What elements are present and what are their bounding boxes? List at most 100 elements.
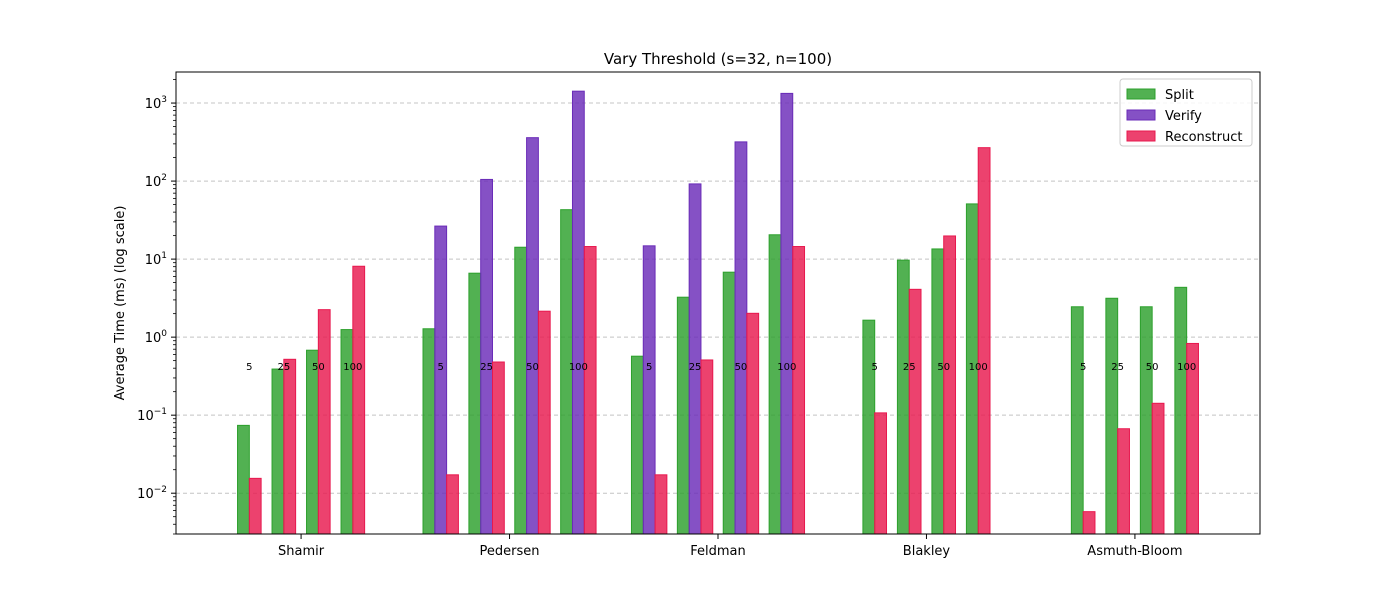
threshold-label: 100 [969,362,988,373]
threshold-label: 5 [646,362,652,373]
legend: Split Verify Reconstruct [1119,78,1253,147]
threshold-label: 25 [277,362,290,373]
bar-split-feldman-100 [768,234,782,535]
bar-reconstruct-pedersen-50 [537,310,551,535]
threshold-label: 25 [480,362,493,373]
bar-split-pedersen-50 [514,246,528,535]
bar-split-feldman-5 [630,355,644,535]
x-category-label: Blakley [903,544,951,559]
bar-split-shamir-100 [340,329,354,535]
y-tick-label: 100 [145,329,168,346]
bar-split-asmuth-bloom-100 [1174,286,1188,535]
legend-label-split: Split [1165,88,1194,103]
y-tick-label-exponent: 2 [161,173,167,183]
bar-verify-feldman-25 [688,183,702,535]
y-tick-label: 101 [145,251,167,268]
bar-split-asmuth-bloom-5 [1070,306,1084,535]
y-tick-label-exponent: 3 [161,95,167,105]
bar-reconstruct-asmuth-bloom-25 [1117,428,1130,535]
y-tick-label-exponent: −1 [154,407,167,417]
bar-split-blakley-25 [896,259,910,535]
threshold-label: 100 [1177,362,1196,373]
bar-verify-pedersen-50 [526,137,539,535]
threshold-label: 50 [937,362,950,373]
bar-reconstruct-shamir-25 [283,358,297,535]
bar-verify-pedersen-25 [480,178,494,535]
y-tick-label-base: 10 [145,331,162,346]
threshold-label: 100 [777,362,796,373]
y-tick-label-exponent: 1 [161,251,167,261]
threshold-label: 100 [569,362,588,373]
legend-swatch-verify [1126,109,1156,121]
threshold-label: 50 [312,362,325,373]
bar-reconstruct-feldman-100 [792,246,806,535]
bar-reconstruct-asmuth-bloom-5 [1082,511,1096,535]
x-category-label: Pedersen [480,544,540,559]
bar-split-feldman-25 [676,296,690,535]
legend-swatch-split [1126,88,1156,100]
x-category-label: Shamir [278,544,325,559]
bars-layer [237,90,1199,535]
bar-reconstruct-blakley-100 [977,147,991,535]
chart-title: Vary Threshold (s=32, n=100) [604,50,832,68]
bar-reconstruct-blakley-25 [908,288,922,535]
threshold-label: 50 [1146,362,1159,373]
bar-reconstruct-shamir-50 [317,309,331,535]
bar-verify-feldman-100 [780,92,794,535]
bar-split-shamir-25 [271,368,285,535]
bar-split-shamir-5 [237,424,250,535]
bar-verify-feldman-50 [734,141,748,535]
bar-reconstruct-pedersen-25 [492,361,505,535]
y-tick-label-exponent: −2 [154,485,167,495]
bar-reconstruct-blakley-5 [874,412,888,535]
bar-split-asmuth-bloom-25 [1105,297,1119,535]
y-tick-label: 102 [145,173,167,190]
bar-verify-pedersen-100 [571,90,585,535]
bar-verify-feldman-5 [642,245,656,535]
grid-layer [176,102,1260,494]
bar-reconstruct-feldman-5 [654,474,668,535]
threshold-label: 5 [1080,362,1086,373]
bar-reconstruct-shamir-5 [248,477,262,535]
threshold-label: 25 [1111,362,1124,373]
bar-reconstruct-blakley-50 [943,235,957,535]
bar-split-asmuth-bloom-50 [1139,306,1153,535]
x-category-label: Feldman [690,544,746,559]
threshold-label: 25 [903,362,916,373]
bar-reconstruct-feldman-25 [700,359,714,535]
threshold-label: 100 [343,362,362,373]
y-tick-label-exponent: 0 [161,329,167,339]
threshold-label: 5 [438,362,444,373]
bar-reconstruct-asmuth-bloom-50 [1151,402,1165,535]
y-tick-label: 10−2 [137,485,167,502]
bar-split-blakley-5 [862,319,876,535]
plot-frame [175,71,1261,535]
y-axis-label: Average Time (ms) (log scale) [113,206,128,401]
y-tick-label-base: 10 [137,409,154,424]
bar-reconstruct-shamir-100 [352,265,366,535]
y-tick-label: 10−1 [137,407,167,424]
threshold-label: 50 [526,362,539,373]
y-tick-label-base: 10 [145,97,162,112]
y-tick-label-base: 10 [145,253,162,268]
legend-label-verify: Verify [1165,109,1202,124]
threshold-label: 5 [246,362,252,373]
x-category-label: Asmuth-Bloom [1087,544,1182,559]
y-tick-label-base: 10 [137,487,154,502]
bar-split-pedersen-5 [422,328,436,535]
y-tick-label: 103 [145,95,167,112]
bar-split-feldman-50 [722,271,736,535]
legend-swatch-reconstruct [1126,130,1156,142]
bar-split-shamir-50 [306,349,319,535]
legend-label-reconstruct: Reconstruct [1165,130,1243,145]
threshold-label: 5 [872,362,878,373]
bar-split-blakley-50 [931,248,945,535]
bar-reconstruct-feldman-50 [746,312,760,535]
bar-split-pedersen-25 [468,272,482,535]
y-tick-label-base: 10 [145,175,162,190]
threshold-label: 25 [689,362,702,373]
bar-reconstruct-pedersen-100 [583,246,597,535]
